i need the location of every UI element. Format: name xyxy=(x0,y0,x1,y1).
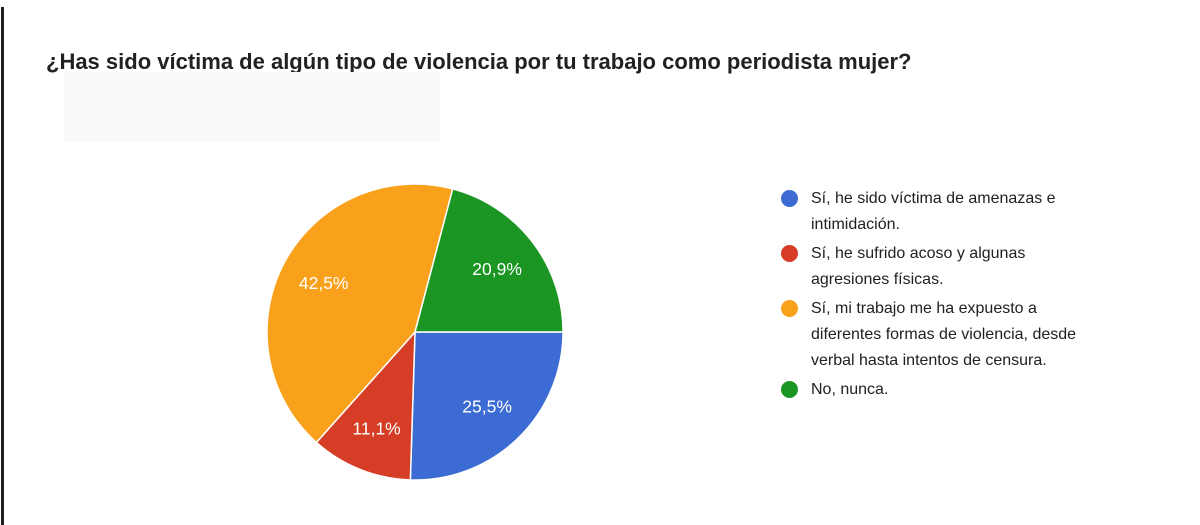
pie-slice-2 xyxy=(266,183,454,444)
redacted-responses-area xyxy=(64,72,440,142)
pie-slice-1 xyxy=(315,331,416,481)
legend-swatch-icon xyxy=(781,245,798,262)
legend-label: Sí, he sido víctima de amenazas e intimi… xyxy=(811,190,1056,233)
legend-label: No, nunca. xyxy=(811,381,889,398)
pie-chart-container: 25,5% 11,1% 42,5% 20,9% xyxy=(265,182,565,482)
pie-slice-percent-label: 25,5% xyxy=(462,397,512,417)
pie-slice-percent-label: 20,9% xyxy=(472,259,522,279)
legend-label: Sí, mi trabajo me ha expuesto a diferent… xyxy=(811,300,1077,369)
legend-item-3: No, nunca. xyxy=(781,377,1141,403)
chart-question-title: ¿Has sido víctima de algún tipo de viole… xyxy=(46,48,912,74)
pie-slice-percent-label: 42,5% xyxy=(299,273,349,293)
legend-swatch-icon xyxy=(781,381,798,398)
legend-swatch-icon xyxy=(781,300,798,317)
legend-item-0: Sí, he sido víctima de amenazas e intimi… xyxy=(781,186,1141,238)
pie-chart: 25,5% 11,1% 42,5% 20,9% xyxy=(266,183,564,481)
legend: Sí, he sido víctima de amenazas e intimi… xyxy=(781,186,1141,403)
pie-slice-percent-label: 11,1% xyxy=(352,418,400,438)
pie-slice-3 xyxy=(414,188,564,333)
screenshot-left-border xyxy=(1,7,4,525)
legend-label: Sí, he sufrido acoso y algunas agresione… xyxy=(811,245,1026,288)
legend-item-1: Sí, he sufrido acoso y algunas agresione… xyxy=(781,241,1141,293)
legend-item-2: Sí, mi trabajo me ha expuesto a diferent… xyxy=(781,296,1141,374)
legend-swatch-icon xyxy=(781,190,798,207)
pie-slice-0 xyxy=(409,331,564,481)
